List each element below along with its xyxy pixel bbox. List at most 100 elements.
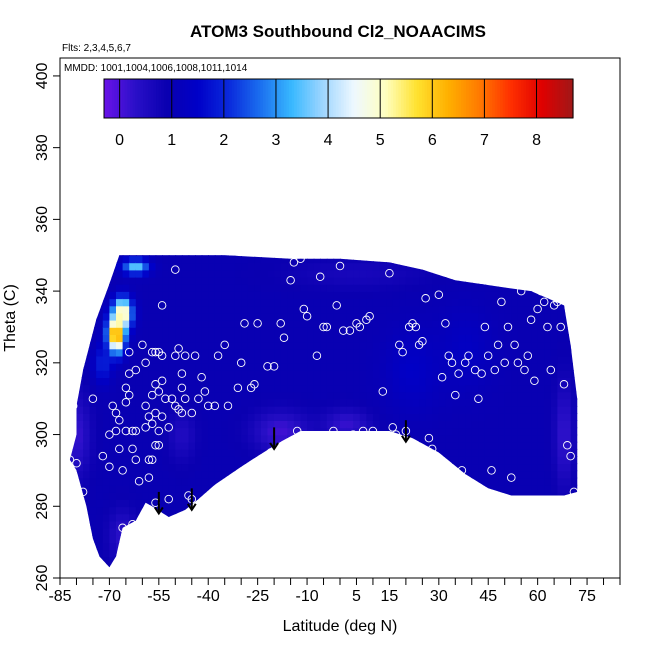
field-cell [96,542,104,551]
colorbar-segment [333,79,337,118]
field-cell [109,470,117,479]
field-cell [491,405,499,414]
field-cell [544,456,552,465]
field-cell [405,470,414,479]
field-cell [557,441,565,450]
observation-point [355,322,365,332]
field-cell [333,327,341,335]
field-cell [241,441,249,450]
observation-point [566,451,575,461]
arrow-marker [153,491,164,516]
field-cell [83,391,91,400]
field-cell [69,269,71,278]
field-cell [372,362,381,371]
field-cell [412,491,420,500]
field-cell [293,255,302,264]
field-cell [221,334,229,343]
field-cell [69,391,71,400]
field-cell [346,391,354,400]
field-cell [333,506,341,515]
field-cell [359,370,368,378]
field-cell [254,499,262,508]
colorbar-segment [359,79,363,118]
field-cell [155,305,163,314]
field-cell [116,499,124,508]
field-cell [564,291,572,300]
field-cell [287,405,295,414]
field-cell [247,305,256,314]
field-cell [564,520,572,529]
field-cell [471,355,480,364]
field-cell [570,520,578,529]
field-cell [241,327,249,335]
field-cell [511,298,519,307]
field-cell [544,276,552,285]
field-cell [550,448,559,457]
field-cell [116,549,124,558]
field-cell [379,484,387,493]
field-cell [379,499,387,508]
field-cell [478,427,486,436]
field-cell [465,434,473,443]
field-cell [109,377,117,386]
field-cell [260,269,269,278]
field-cell [452,305,460,314]
field-cell [564,269,572,278]
field-cell [96,305,104,314]
field-cell [195,448,203,457]
arrow-marker [186,488,197,512]
field-cell [524,348,532,357]
field-cell [359,563,368,568]
field-cell [267,491,275,500]
field-cell [300,391,308,400]
field-cell [504,391,513,400]
field-cell [544,506,552,515]
field-cell [260,327,269,335]
colorbar-segment [463,79,467,118]
field-cell [504,420,513,429]
field-cell [293,427,302,436]
field-cell [168,305,177,314]
field-cell [162,434,170,443]
field-cell [557,405,565,414]
field-cell [379,269,387,278]
field-cell [438,527,447,536]
field-cell [188,384,196,393]
field-cell [274,334,282,343]
field-cell [313,542,321,551]
field-cell [234,255,242,264]
field-cell [195,391,203,400]
field-cell [570,255,578,264]
field-cell [96,276,104,285]
field-cell [122,491,130,500]
field-cell [458,427,466,436]
field-cell [201,348,209,357]
field-cell [359,355,368,364]
field-cell [392,499,401,508]
field-cell [208,269,216,278]
field-cell [517,549,526,558]
field-cell [564,420,572,429]
field-cell [372,391,381,400]
field-cell [478,398,486,407]
field-cell [116,441,124,450]
field-cell [471,413,480,421]
field-cell [280,549,289,558]
field-cell [333,441,341,450]
field-cell [346,269,354,278]
field-cell [109,448,117,457]
field-cell [452,362,460,371]
field-cell [195,499,203,508]
field-cell [392,377,401,386]
field-cell [550,513,559,522]
field-cell [221,434,229,443]
field-cell [293,262,302,271]
field-cell [379,298,387,307]
field-cell [517,520,526,529]
field-cell [359,556,368,565]
field-cell [83,291,91,300]
field-cell [537,384,545,393]
observation-point [190,351,200,360]
field-cell [419,563,427,568]
colorbar-segment [421,79,426,118]
